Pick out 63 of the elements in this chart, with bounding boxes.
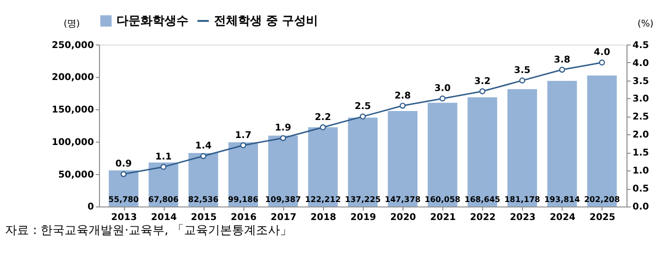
y-tick-label: 0 [87,202,94,213]
point [479,88,486,94]
x-tick-label: 2023 [510,212,536,223]
data-label: 1.7 [234,130,252,141]
point [400,102,406,109]
y2-tick-label: 3.0 [632,94,649,105]
x-tick-label: 2021 [430,212,456,223]
data-label: 3.5 [514,65,530,76]
legend-label: 다문화학생수 [116,14,189,28]
x-tick-label: 2019 [350,212,376,223]
x-tick-label: 2016 [230,212,257,223]
x-tick-label: 2017 [270,212,296,223]
bar [148,162,178,206]
point [360,114,366,120]
point [160,164,166,170]
x-tick-label: 2013 [111,212,137,223]
bar [188,153,218,206]
data-label: 3.8 [554,54,570,66]
point [240,142,246,148]
y2-tick-label: 2.5 [632,112,649,123]
point [519,78,526,84]
point [200,153,206,160]
text: 자료 : 한국교육개발원·교육부, 「교육기본통계조사」 [5,223,292,238]
y2-tick-label: 0.5 [632,184,649,195]
legend-label: 전체학생 중 구성비 [214,14,318,28]
y2-tick-label: 2.0 [632,130,649,141]
data-label: 2.8 [394,90,411,102]
y2-tick-label: 1.5 [632,148,649,159]
point [120,171,127,178]
point [320,124,326,130]
y2-tick-label: 4.5 [632,40,649,51]
y-tick-label: 250,000 [52,40,94,51]
data-label: 1.9 [274,122,292,134]
bar [228,142,258,206]
x-tick-label: 2020 [390,212,416,223]
data-label: 2.2 [314,112,332,123]
data-label: 1.1 [155,151,172,162]
x-tick-label: 2025 [590,212,616,223]
point [440,96,446,102]
data-label: 4.0 [594,47,610,58]
y2-axis-title: (%) [638,18,654,30]
y2-tick-label: 0.0 [632,202,649,213]
x-tick-label: 2022 [470,212,496,223]
data-label: 2.5 [354,101,371,112]
data-label: 3.0 [434,83,451,94]
data-label: 0.9 [115,158,132,170]
y2-tick-label: 3.5 [632,76,649,87]
y-axis-title: (명) [64,18,80,30]
y2-tick-label: 1.0 [632,166,649,177]
point [598,60,605,66]
y-tick-label: 150,000 [52,104,94,116]
y-tick-label: 50,000 [58,169,94,180]
x-tick-label: 2015 [190,212,217,223]
point [280,135,286,142]
x-tick-label: 2014 [151,212,178,223]
x-tick-label: 2024 [550,212,576,223]
x-tick-label: 2018 [310,212,336,223]
y-tick-label: 200,000 [52,72,94,84]
y2-tick-label: 4.0 [632,58,649,69]
data-label: 3.2 [474,76,491,87]
y-tick-label: 100,000 [52,136,94,148]
point [559,66,566,73]
data-label: 1.4 [195,140,212,152]
